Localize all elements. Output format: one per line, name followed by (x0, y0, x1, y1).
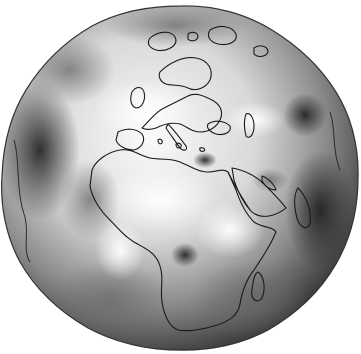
black-sea-coastline (206, 120, 231, 136)
india-coastline (294, 187, 311, 229)
left-rim-shadow (13, 111, 341, 263)
arctic-islands (187, 25, 269, 57)
greenland-coastline (147, 31, 177, 52)
gulf-coastline (261, 175, 277, 191)
madagascar-coastline (251, 271, 265, 302)
scandinavia-coastline (158, 57, 212, 91)
arabia-coastline (231, 167, 287, 217)
caspian-coastline (243, 113, 255, 138)
italy-coastline (165, 123, 188, 151)
iberia-coastline (115, 128, 145, 151)
red-sea-coastline (227, 171, 251, 211)
africa-coastline (89, 149, 277, 332)
coastlines (89, 25, 311, 332)
globe-body (1, 5, 359, 351)
europe-coastline (141, 93, 223, 133)
britain-coastline (130, 86, 146, 109)
med-islands (157, 138, 206, 152)
